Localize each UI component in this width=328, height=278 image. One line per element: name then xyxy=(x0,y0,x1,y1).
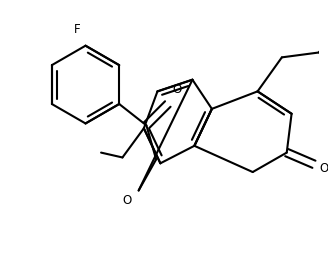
Text: O: O xyxy=(320,162,328,175)
Text: F: F xyxy=(74,23,81,36)
Text: O: O xyxy=(173,83,182,96)
Text: O: O xyxy=(123,194,132,207)
